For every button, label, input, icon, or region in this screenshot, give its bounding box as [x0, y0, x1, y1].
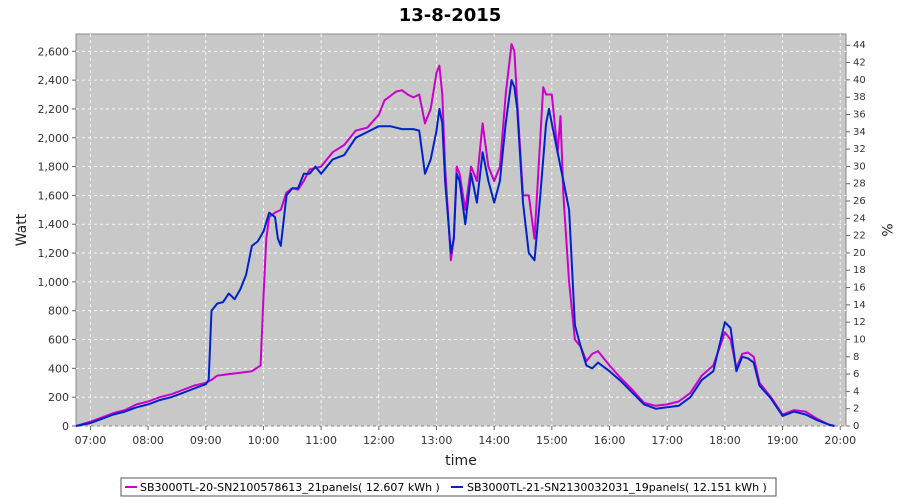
y2-tick-label: 0 — [853, 421, 859, 432]
y-tick-label: 200 — [48, 391, 69, 404]
x-tick-label: 18:00 — [709, 434, 741, 447]
x-tick-label: 08:00 — [132, 434, 164, 447]
y-axis-label: Watt — [14, 213, 30, 246]
x-axis-label: time — [445, 453, 477, 469]
y-axis: 0 200 400 600 800 1,000 1,200 1,400 1,600 1,800 2,… — [38, 45, 76, 433]
chart-title: 13-8-2015 — [399, 5, 502, 26]
x-tick-label: 16:00 — [594, 434, 626, 447]
y2-tick-label: 10 — [853, 334, 866, 345]
y-tick-label: 1,200 — [38, 247, 70, 260]
y-tick-label: 800 — [48, 305, 69, 318]
y2-tick-label: 6 — [853, 369, 859, 380]
y2-tick-label: 38 — [853, 92, 866, 103]
y2-tick-label: 4 — [853, 386, 859, 397]
y-tick-label: 1,600 — [38, 189, 70, 202]
x-tick-label: 07:00 — [75, 434, 107, 447]
y2-tick-label: 40 — [853, 75, 866, 86]
x-tick-label: 20:00 — [824, 434, 856, 447]
y-tick-label: 1,400 — [38, 218, 70, 231]
y2-tick-label: 18 — [853, 265, 866, 276]
x-tick-label: 12:00 — [363, 434, 395, 447]
y2-tick-label: 24 — [853, 213, 866, 224]
y-tick-label: 1,000 — [38, 276, 70, 289]
y2-tick-label: 42 — [853, 58, 866, 69]
y2-tick-label: 30 — [853, 161, 866, 172]
legend: SB3000TL-20-SN2100578613_21panels( 12.60… — [120, 477, 777, 497]
x-tick-label: 11:00 — [305, 434, 337, 447]
y2-tick-label: 34 — [853, 127, 866, 138]
y2-tick-label: 20 — [853, 248, 866, 259]
y2-tick-label: 14 — [853, 300, 866, 311]
y-tick-label: 1,800 — [38, 161, 70, 174]
y-tick-label: 2,200 — [38, 103, 70, 116]
x-tick-label: 10:00 — [248, 434, 280, 447]
y-tick-label: 600 — [48, 334, 69, 347]
x-tick-label: 15:00 — [536, 434, 568, 447]
x-tick-label: 13:00 — [421, 434, 453, 447]
y2-tick-label: 8 — [853, 352, 859, 363]
series-line-2 — [75, 79, 835, 427]
plot-area — [75, 33, 847, 427]
series-group — [75, 43, 835, 427]
y2-tick-label: 16 — [853, 283, 866, 294]
y2-axis-label: % — [878, 223, 894, 236]
y-tick-label: 2,000 — [38, 132, 70, 145]
grid — [76, 34, 846, 427]
y2-tick-label: 22 — [853, 231, 866, 242]
x-tick-label: 14:00 — [478, 434, 510, 447]
y-tick-label: 2,400 — [38, 74, 70, 87]
y2-tick-label: 36 — [853, 109, 866, 120]
y2-tick-label: 2 — [853, 404, 859, 415]
y2-tick-label: 28 — [853, 179, 866, 190]
y2-axis: 0246810121416182022242628303234363840424… — [846, 40, 866, 432]
y-tick-label: 0 — [62, 420, 69, 433]
y2-tick-label: 26 — [853, 196, 866, 207]
y2-tick-label: 44 — [853, 40, 866, 51]
legend-entry-2: SB3000TL-21-SN2130032031_19panels( 12.15… — [467, 481, 767, 494]
x-tick-label: 09:00 — [190, 434, 222, 447]
legend-box — [120, 477, 777, 497]
y-tick-label: 2,600 — [38, 45, 70, 58]
series-line-1 — [75, 43, 835, 427]
y-tick-label: 400 — [48, 362, 69, 375]
x-tick-label: 19:00 — [767, 434, 799, 447]
y2-tick-label: 32 — [853, 144, 866, 155]
y2-tick-label: 12 — [853, 317, 866, 328]
x-axis: 07:00 08:00 09:00 10:00 11:00 12:00 13:00 14:00… — [75, 426, 856, 447]
x-tick-label: 17:00 — [651, 434, 683, 447]
legend-entry-1: SB3000TL-20-SN2100578613_21panels( 12.60… — [140, 481, 440, 494]
